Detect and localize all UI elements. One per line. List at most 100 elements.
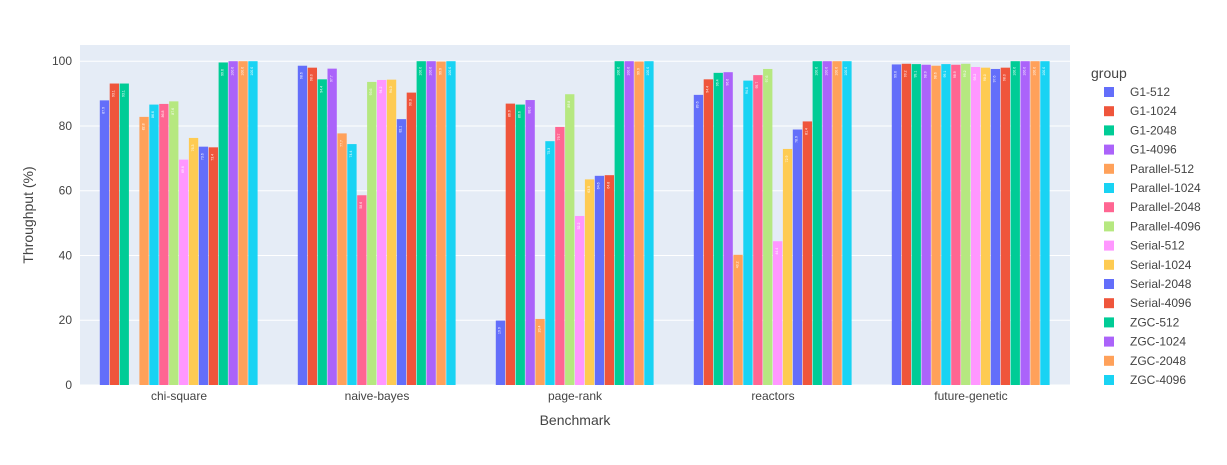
legend-entry[interactable]: Parallel-4096 — [1130, 219, 1201, 233]
x-axis-title: Benchmark — [540, 412, 612, 428]
bar — [149, 104, 159, 385]
bar — [406, 92, 416, 385]
bar — [555, 126, 565, 385]
bar-value-label: 76.3 — [191, 144, 195, 151]
legend-swatch[interactable] — [1104, 125, 1114, 136]
bar — [446, 61, 456, 385]
bar-value-label: 64.6 — [597, 182, 601, 189]
bar — [525, 100, 535, 386]
y-tick-label: 80 — [59, 119, 73, 133]
bar-value-label: 100.0 — [250, 67, 254, 76]
legend-swatch[interactable] — [1104, 336, 1114, 347]
bar-value-label: 100.0 — [815, 67, 819, 76]
bar-value-label: 74.4 — [349, 151, 353, 158]
legend-entry[interactable]: G1-4096 — [1130, 143, 1177, 157]
legend-entry[interactable]: ZGC-4096 — [1130, 373, 1186, 387]
legend-swatch[interactable] — [1104, 144, 1114, 155]
legend-swatch[interactable] — [1104, 221, 1114, 232]
bar-value-label: 97.7 — [329, 75, 333, 82]
x-tick-label: naive-bayes — [345, 389, 410, 403]
bar-value-label: 98.0 — [1003, 74, 1007, 81]
bar-value-label: 72.9 — [785, 155, 789, 162]
bar-value-label: 99.9 — [438, 68, 442, 75]
bar-value-label: 100.0 — [1042, 67, 1046, 76]
legend-entry[interactable]: G1-2048 — [1130, 123, 1177, 137]
bar-value-label: 96.6 — [725, 79, 729, 86]
legend-swatch[interactable] — [1104, 163, 1114, 174]
legend-swatch[interactable] — [1104, 240, 1114, 251]
bar — [109, 83, 119, 386]
legend-entry[interactable]: ZGC-2048 — [1130, 354, 1186, 368]
bar-value-label: 93.1 — [112, 90, 116, 97]
bar — [545, 141, 555, 385]
y-axis-ticks: 0 20 40 60 80 100 — [52, 54, 72, 392]
bar — [773, 241, 783, 385]
bar-value-label: 98.9 — [953, 71, 957, 78]
bar — [99, 100, 110, 385]
legend-entry[interactable]: ZGC-1024 — [1130, 335, 1186, 349]
bar — [416, 61, 426, 385]
legend-swatch[interactable] — [1104, 375, 1114, 385]
bar — [911, 64, 921, 385]
bar-value-label: 98.0 — [983, 74, 987, 81]
legend-swatch[interactable] — [1104, 355, 1114, 366]
legend-swatch[interactable] — [1104, 183, 1114, 193]
legend-swatch[interactable] — [1104, 106, 1114, 117]
bar-value-label: 52.2 — [577, 223, 581, 230]
legend-swatch[interactable] — [1104, 259, 1114, 270]
bar-value-label: 98.0 — [310, 74, 314, 81]
bar — [941, 64, 951, 385]
bar-value-label: 86.6 — [518, 111, 522, 118]
legend-swatch[interactable] — [1104, 298, 1114, 309]
legend-entry[interactable]: Serial-4096 — [1130, 296, 1192, 310]
bar-value-label: 93.1 — [122, 90, 126, 97]
bar-value-label: 86.6 — [151, 111, 155, 118]
bar — [832, 61, 842, 385]
bar — [971, 67, 981, 386]
bar-value-label: 94.4 — [706, 86, 710, 93]
bar — [159, 103, 169, 385]
bar — [644, 61, 654, 385]
bar-value-label: 86.9 — [508, 110, 512, 117]
x-tick-label: chi-square — [151, 389, 207, 403]
bar-value-label: 99.1 — [943, 71, 947, 78]
bar — [317, 79, 327, 386]
bar — [248, 61, 258, 385]
bar — [723, 72, 733, 385]
bar — [743, 80, 753, 385]
legend-swatch[interactable] — [1104, 87, 1114, 97]
legend-entry[interactable]: Serial-2048 — [1130, 277, 1192, 291]
bar — [782, 148, 793, 385]
bar — [1000, 67, 1010, 386]
bar-value-label: 63.5 — [587, 186, 591, 193]
bar — [614, 61, 624, 385]
bar — [1040, 61, 1050, 385]
legend-entry[interactable]: G1-1024 — [1130, 104, 1177, 118]
bar-value-label: 100.0 — [230, 67, 234, 76]
bar-value-label: 75.3 — [547, 148, 551, 155]
legend-swatch[interactable] — [1104, 279, 1114, 289]
bar — [822, 61, 832, 385]
legend-entry[interactable]: ZGC-512 — [1130, 315, 1180, 329]
bar-value-label: 94.0 — [745, 87, 749, 94]
bar — [377, 79, 387, 385]
legend-entry[interactable]: Parallel-1024 — [1130, 181, 1201, 195]
bar-value-label: 98.2 — [973, 74, 977, 81]
legend-swatch[interactable] — [1104, 317, 1114, 328]
bar-value-label: 100.0 — [626, 67, 630, 76]
bar — [713, 72, 723, 385]
legend-swatch[interactable] — [1104, 202, 1114, 213]
legend-entry[interactable]: Parallel-512 — [1130, 162, 1194, 176]
bar — [297, 65, 308, 385]
y-tick-label: 100 — [52, 54, 72, 68]
bars — [99, 61, 1050, 386]
legend-entry[interactable]: G1-512 — [1130, 85, 1170, 99]
bar — [792, 129, 803, 385]
bar-value-label: 99.1 — [914, 71, 918, 78]
bar-value-label: 97.6 — [765, 76, 769, 83]
bar — [951, 64, 961, 385]
legend-entry[interactable]: Serial-1024 — [1130, 258, 1192, 272]
legend-entry[interactable]: Serial-512 — [1130, 239, 1185, 253]
x-tick-label: reactors — [751, 389, 794, 403]
legend-entry[interactable]: Parallel-2048 — [1130, 200, 1201, 214]
